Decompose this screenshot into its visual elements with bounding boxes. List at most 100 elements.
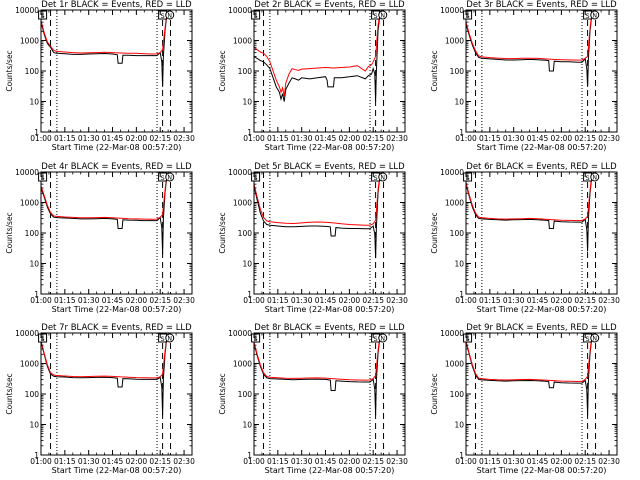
y-axis-label: Counts/sec [5, 212, 14, 253]
marker-square-label: S [161, 335, 165, 343]
x-axis-label: Start Time (22-Mar-08 00:57:20) [52, 143, 182, 152]
marker-square-label: S [41, 335, 45, 343]
panel-title: Det 5r BLACK = Events, RED = LLD [254, 162, 405, 172]
marker-square-label: S [374, 174, 378, 182]
panel-title: Det 7r BLACK = Events, RED = LLD [41, 323, 192, 333]
x-tick-label: 01:00 [455, 296, 477, 305]
x-tick-label: 02:30 [598, 296, 620, 305]
x-tick-label: 01:00 [30, 134, 52, 143]
x-tick-label: 01:45 [102, 457, 124, 466]
x-tick-label: 02:30 [386, 457, 408, 466]
marker-circle-label: N [380, 13, 385, 20]
marker-square-label: S [374, 335, 378, 343]
x-tick-label: 02:15 [149, 134, 171, 143]
y-tick-label: 1000 [20, 199, 39, 208]
x-tick-label: 02:15 [574, 457, 596, 466]
y-tick-label: 1 [247, 128, 252, 137]
x-tick-label: 02:00 [126, 134, 148, 143]
marker-square-label: S [586, 174, 590, 182]
marker-circle-label: N [592, 175, 597, 182]
plot-frame [465, 332, 618, 456]
marker-square-label: S [586, 12, 590, 20]
y-tick-label: 100 [450, 229, 465, 238]
y-tick-label: 10000 [15, 168, 39, 177]
lld-series [41, 172, 169, 220]
marker-square-label: S [586, 335, 590, 343]
x-axis-label: Start Time (22-Mar-08 00:57:20) [477, 143, 607, 152]
x-axis-label: Start Time (22-Mar-08 00:57:20) [477, 305, 607, 314]
y-tick-label: 100 [238, 67, 253, 76]
x-tick-label: 01:15 [479, 296, 501, 305]
plot-frame [40, 171, 193, 295]
marker-circle-label: N [380, 336, 385, 343]
x-tick-label: 02:30 [386, 296, 408, 305]
y-tick-label: 1000 [20, 360, 39, 369]
x-tick-label: 02:00 [126, 296, 148, 305]
panel-title: Det 6r BLACK = Events, RED = LLD [466, 162, 617, 172]
x-tick-label: 01:45 [315, 457, 337, 466]
x-tick-label: 02:30 [173, 296, 195, 305]
events-series [254, 11, 382, 102]
x-tick-label: 02:30 [386, 134, 408, 143]
y-tick-label: 10 [29, 421, 39, 430]
x-tick-label: 01:45 [527, 134, 549, 143]
x-tick-label: 01:15 [267, 296, 289, 305]
marker-square-label: S [41, 12, 45, 20]
lld-series [254, 10, 382, 97]
marker-circle [378, 10, 388, 20]
y-tick-label: 10 [29, 98, 39, 107]
y-axis-label: Counts/sec [430, 212, 439, 253]
marker-square-label: S [41, 174, 45, 182]
x-tick-label: 02:00 [126, 457, 148, 466]
y-tick-label: 1 [34, 451, 39, 460]
y-axis-label: Counts/sec [218, 50, 227, 91]
marker-circle-label: N [167, 175, 172, 182]
marker-circle [165, 172, 175, 182]
panel-title: Det 2r BLACK = Events, RED = LLD [254, 0, 405, 10]
x-tick-label: 01:30 [503, 134, 525, 143]
marker-square-label: S [466, 12, 470, 20]
x-tick-label: 02:00 [339, 296, 361, 305]
plot-frame [253, 332, 406, 456]
lld-series [254, 172, 382, 226]
x-tick-label: 02:30 [173, 457, 195, 466]
x-tick-label: 01:45 [315, 134, 337, 143]
events-series [466, 11, 594, 87]
x-tick-label: 02:15 [362, 296, 384, 305]
y-axis-label: Counts/sec [5, 373, 14, 414]
y-tick-label: 1 [247, 451, 252, 460]
x-tick-label: 02:00 [339, 134, 361, 143]
y-tick-label: 100 [25, 229, 40, 238]
x-tick-label: 02:15 [574, 296, 596, 305]
y-axis-label: Counts/sec [218, 373, 227, 414]
events-series [41, 11, 169, 87]
panel-title: Det 4r BLACK = Events, RED = LLD [41, 162, 192, 172]
x-tick-label: 01:15 [54, 457, 76, 466]
x-tick-label: 02:15 [574, 134, 596, 143]
marker-circle [378, 333, 388, 343]
marker-square-label: S [254, 174, 258, 182]
x-axis-label: Start Time (22-Mar-08 00:57:20) [52, 305, 182, 314]
y-axis-label: Counts/sec [218, 212, 227, 253]
x-tick-label: 02:15 [149, 296, 171, 305]
y-tick-label: 1000 [233, 37, 252, 46]
y-tick-label: 10000 [228, 6, 252, 15]
events-series [41, 334, 169, 416]
y-tick-label: 1 [34, 128, 39, 137]
plot-frame [40, 332, 193, 456]
y-tick-label: 1 [459, 290, 464, 299]
x-tick-label: 01:30 [78, 296, 100, 305]
x-tick-label: 01:15 [267, 134, 289, 143]
events-series [254, 173, 382, 259]
marker-square-label: S [374, 12, 378, 20]
marker-square-label: S [161, 174, 165, 182]
marker-square-label: S [161, 12, 165, 20]
y-tick-label: 1 [459, 128, 464, 137]
y-tick-label: 10 [242, 421, 252, 430]
